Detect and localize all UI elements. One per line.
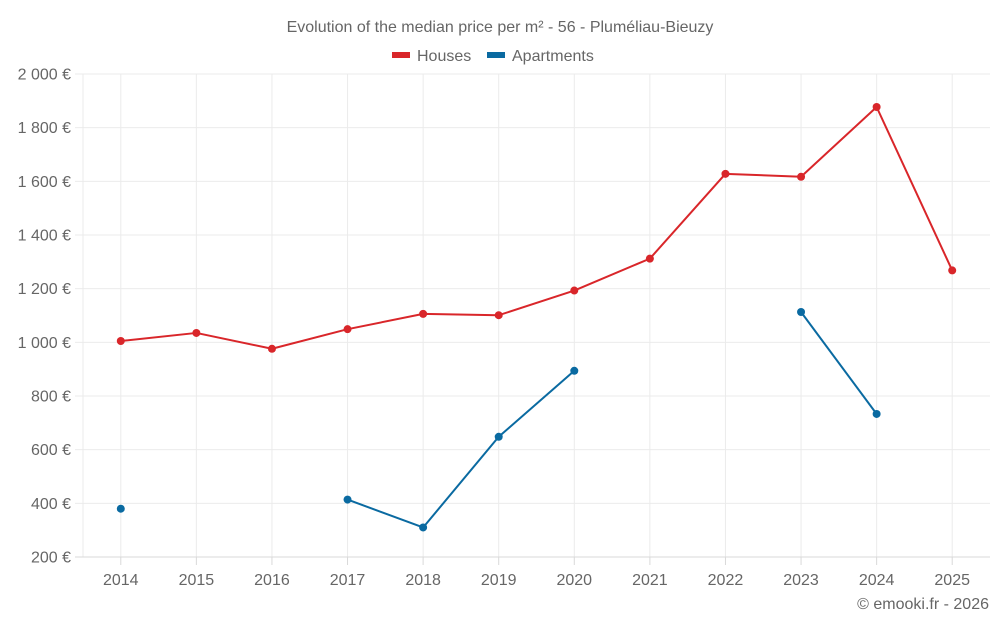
- data-point-houses[interactable]: [419, 309, 428, 318]
- x-tick-label: 2017: [330, 572, 366, 589]
- x-tick-label: 2020: [556, 572, 592, 589]
- x-tick-label: 2025: [934, 572, 970, 589]
- data-point-apartments[interactable]: [494, 432, 503, 441]
- y-tick-label: 1 600 €: [18, 174, 71, 191]
- data-point-houses[interactable]: [343, 325, 352, 334]
- series-line-houses: [120, 106, 954, 350]
- data-point-houses[interactable]: [645, 254, 654, 263]
- legend-item-houses[interactable]: Houses: [392, 48, 471, 65]
- axes: 200 € 400 € 600 € 800 € 1 000 € 1 200 € 1 400 …: [18, 67, 990, 589]
- series-line-apartments: [800, 311, 878, 415]
- series-houses: [116, 103, 957, 353]
- data-point-houses[interactable]: [948, 266, 957, 275]
- data-point-apartments[interactable]: [797, 308, 806, 317]
- x-tick-label: 2016: [254, 572, 290, 589]
- y-tick-label: 600 €: [31, 442, 71, 459]
- data-point-houses[interactable]: [797, 172, 806, 181]
- y-tick-label: 1 200 €: [18, 281, 71, 298]
- legend-label-apartments: Apartments: [512, 48, 594, 65]
- data-point-houses[interactable]: [116, 336, 125, 345]
- y-tick-label: 800 €: [31, 389, 71, 406]
- series: [116, 103, 957, 532]
- gridlines: [75, 73, 990, 557]
- data-point-houses[interactable]: [192, 328, 201, 337]
- data-point-houses[interactable]: [494, 311, 503, 320]
- legend-swatch-apartments: [487, 52, 505, 58]
- x-tick-label: 2021: [632, 572, 668, 589]
- y-tick-label: 200 €: [31, 550, 71, 567]
- x-tick-label: 2018: [405, 572, 441, 589]
- data-point-apartments[interactable]: [570, 366, 579, 375]
- data-point-houses[interactable]: [872, 103, 881, 112]
- legend-label-houses: Houses: [417, 48, 471, 65]
- legend: Houses Apartments: [392, 48, 594, 65]
- series-line-apartments: [347, 370, 575, 529]
- y-tick-label: 2 000 €: [18, 67, 71, 84]
- y-tick-label: 1 400 €: [18, 228, 71, 245]
- x-tick-label: 2024: [859, 572, 895, 589]
- data-point-apartments[interactable]: [419, 523, 428, 532]
- y-tick-label: 400 €: [31, 496, 71, 513]
- data-point-apartments[interactable]: [343, 495, 352, 504]
- legend-item-apartments[interactable]: Apartments: [487, 48, 594, 65]
- data-point-houses[interactable]: [570, 286, 579, 295]
- legend-swatch-houses: [392, 52, 410, 58]
- series-apartments: [116, 308, 881, 532]
- x-tick-label: 2014: [103, 572, 139, 589]
- data-point-apartments[interactable]: [872, 409, 881, 418]
- y-tick-label: 1 000 €: [18, 335, 71, 352]
- y-tick-label: 1 800 €: [18, 120, 71, 137]
- chart-title: Evolution of the median price per m² - 5…: [287, 19, 714, 36]
- x-tick-label: 2023: [783, 572, 819, 589]
- x-tick-label: 2019: [481, 572, 517, 589]
- x-tick-label: 2022: [708, 572, 744, 589]
- x-tick-label: 2015: [179, 572, 215, 589]
- data-point-houses[interactable]: [721, 169, 730, 178]
- data-point-apartments[interactable]: [116, 504, 125, 513]
- copyright-footer: © emooki.fr - 2026: [857, 596, 989, 613]
- data-point-houses[interactable]: [267, 344, 276, 353]
